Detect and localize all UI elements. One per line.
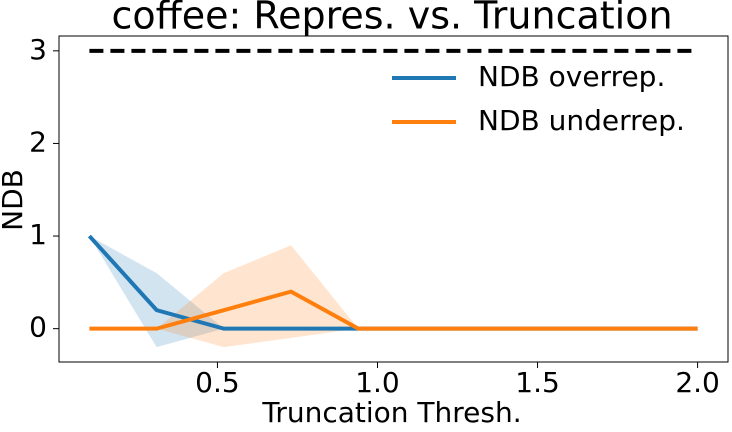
y-tick-label: 2 — [29, 125, 47, 158]
line — [89, 289, 698, 331]
confidence-band — [89, 236, 698, 348]
x-tick-label: 1.5 — [515, 366, 560, 399]
x-tick-label: 1.0 — [355, 366, 400, 399]
y-axis-label: NDB — [0, 169, 29, 231]
x-tick-label: 0.5 — [195, 366, 240, 399]
y-tick-label: 0 — [29, 311, 47, 344]
y-tick-label: 1 — [29, 218, 47, 251]
legend-label: NDB underrep. — [478, 104, 685, 137]
confidence-band — [89, 245, 698, 348]
x-tick-label: 2.0 — [675, 366, 720, 399]
legend-label: NDB overrep. — [478, 60, 665, 93]
chart-title: coffee: Repres. vs. Truncation — [111, 0, 672, 38]
line — [87, 234, 698, 331]
y-tick-label: 3 — [29, 33, 47, 66]
axes-frame — [58, 35, 729, 363]
x-axis-label: Truncation Thresh. — [261, 396, 521, 429]
